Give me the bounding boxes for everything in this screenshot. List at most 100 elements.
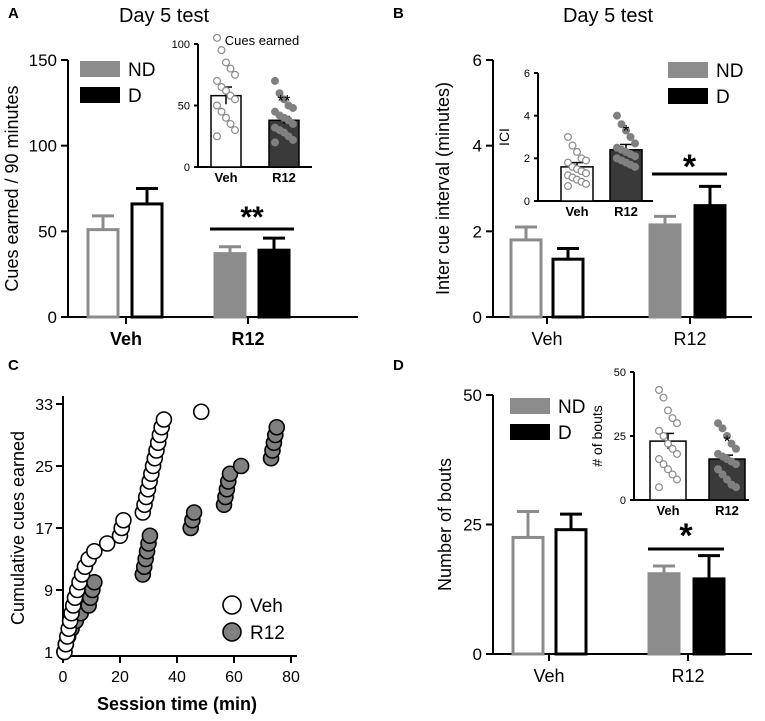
- panel-c-data-point: [185, 504, 203, 521]
- panel-d-legend-label: D: [558, 423, 572, 444]
- panel-label: D: [393, 357, 404, 374]
- panel-c-data-point: [221, 465, 239, 483]
- panel-c-data-point: [98, 535, 116, 552]
- panel-a-y-tick-label: 150: [29, 51, 57, 70]
- panel-c-data-point: [192, 403, 210, 421]
- panel-d-inset-y-axis-label: # of bouts: [589, 405, 605, 467]
- panel-c-y-tick-label: 25: [35, 459, 53, 476]
- panel-d-bar: [692, 577, 726, 656]
- panel-d-inset-data-point: [659, 393, 668, 402]
- panel-a-bar: [213, 252, 247, 319]
- panel-b-legend-swatch: [668, 88, 708, 104]
- panel-d-legend-swatch: [510, 424, 550, 440]
- panel-d-inset-x-tick-label: R12: [715, 503, 739, 518]
- panel-b-inset-x-tick-label: Veh: [565, 204, 588, 219]
- panel-a-inset-data-point: [231, 95, 240, 104]
- panel-d-inset-y-tick-label: 25: [614, 431, 626, 443]
- panel-d-inset-significance-marker: *: [724, 432, 731, 451]
- panel-a-legend-label: D: [128, 86, 142, 107]
- panel-d-inset-data-point: [663, 439, 672, 448]
- panel-d-inset-data-point: [713, 419, 722, 428]
- panel-a-inset-data-point: [213, 101, 222, 110]
- panel-a-inset-data-point: [289, 135, 298, 144]
- panel-a-bar: [130, 202, 164, 319]
- panel-b-inset-significance-marker: *: [623, 121, 630, 140]
- panel-b-y-tick-label: 6: [473, 51, 482, 70]
- panel-a-significance-marker: **: [240, 201, 264, 234]
- panel-d-inset-data-point: [654, 455, 663, 464]
- panel-d-inset-data-point: [727, 439, 736, 448]
- panel-a-inset-y-tick-label: 0: [184, 162, 190, 174]
- panel-d-inset-data-point: [659, 460, 668, 469]
- panel-d-inset-data-point: [718, 424, 727, 433]
- panel-d-inset-data-point: [654, 426, 663, 435]
- panel-b-bar: [551, 257, 585, 319]
- panel-a-inset-y-tick-label: 50: [178, 100, 190, 112]
- panel-a-x-tick-label: Veh: [110, 329, 142, 349]
- panel-d-bar: [647, 572, 681, 656]
- panel-a-inset-data-point: [271, 76, 280, 85]
- panel-a-inset-title: Cues earned: [225, 33, 299, 48]
- panel-c-y-axis-label: Cumulative cues earned: [8, 431, 28, 625]
- panel-c-y-tick-label: 9: [44, 583, 53, 600]
- panel-c-legend-label: Veh: [250, 596, 283, 617]
- panel-b-legend-label: ND: [716, 61, 743, 82]
- panel-b-bar: [693, 204, 727, 319]
- panel-d-inset-data-point: [731, 483, 740, 492]
- panel-b-inset-data-point: [581, 156, 590, 165]
- panel-a-inset-data-point: [222, 86, 231, 95]
- panel-b-inset-data-point: [630, 139, 639, 148]
- panel-a-y-tick-label: 0: [48, 308, 57, 327]
- panel-d-bar: [511, 535, 545, 656]
- panel-d-inset-y-tick-label: 0: [620, 495, 626, 507]
- panel-c-data-point: [141, 527, 159, 545]
- panel-a-inset-x-tick-label: R12: [272, 170, 296, 185]
- panel-c-x-tick-label: 80: [282, 669, 300, 686]
- panel-b-inset-y-tick-label: 0: [524, 196, 530, 208]
- panel-a-title: Day 5 test: [119, 5, 209, 27]
- panel-c-x-tick-label: 20: [111, 669, 129, 686]
- panel-d-inset-data-point: [722, 475, 731, 484]
- panel-b-inset-data-point: [630, 152, 639, 161]
- panel-b-inset-data-point: [621, 126, 630, 135]
- panel-c-data-point: [232, 457, 250, 475]
- panel-b-inset-x-tick-label: R12: [614, 204, 638, 219]
- panel-a-inset-significance-marker: **: [277, 92, 291, 111]
- panel-d-inset-data-point: [668, 444, 677, 453]
- panel-c-y-tick-label: 17: [35, 521, 53, 538]
- panel-b-y-tick-label: 0: [473, 308, 482, 327]
- panel-d-y-tick-label: 50: [463, 386, 482, 405]
- panel-b-inset-data-point: [568, 141, 577, 150]
- panel-d-inset-data-point: [654, 483, 663, 492]
- panel-b-inset-y-tick-label: 2: [524, 153, 530, 165]
- panel-a-inset-data-point: [222, 113, 231, 122]
- panel-a-inset-data-point: [226, 64, 235, 73]
- panel-a-inset-data-point: [289, 119, 298, 128]
- panel-d-inset-data-point: [713, 465, 722, 474]
- panel-d-y-tick-label: 0: [473, 645, 482, 664]
- panel-b-x-tick-label: Veh: [531, 329, 562, 349]
- panel-c-x-tick-label: 0: [59, 669, 68, 686]
- panel-d-y-axis-label: Number of bouts: [435, 458, 455, 591]
- panel-a-inset-data-point: [213, 33, 222, 42]
- panel-b-significance-marker: *: [683, 148, 697, 186]
- panel-d-x-tick-label: Veh: [533, 666, 564, 686]
- panel-d-legend-label: ND: [558, 397, 585, 418]
- panel-d-inset-y-tick-label: 50: [614, 367, 626, 379]
- panel-a-y-tick-label: 50: [38, 222, 57, 241]
- panel-b-y-axis-label: Inter cue interval (minutes): [433, 82, 453, 295]
- panel-a-bar: [86, 228, 120, 319]
- panel-d-inset-x-tick-label: Veh: [656, 503, 679, 518]
- panel-d-inset-data-point: [722, 432, 731, 441]
- panel-c-data-point: [268, 418, 286, 436]
- panel-a-inset-data-point: [222, 58, 231, 67]
- panel-b-inset-data-point: [617, 120, 626, 129]
- panel-d-inset-data-point: [668, 470, 677, 479]
- panel-c-data-point: [115, 511, 132, 529]
- panel-c-y-tick-label: 1: [44, 645, 53, 662]
- panel-a-legend-swatch: [80, 87, 120, 103]
- panel-b-bar: [509, 238, 543, 319]
- panel-d-inset-data-point: [718, 470, 727, 479]
